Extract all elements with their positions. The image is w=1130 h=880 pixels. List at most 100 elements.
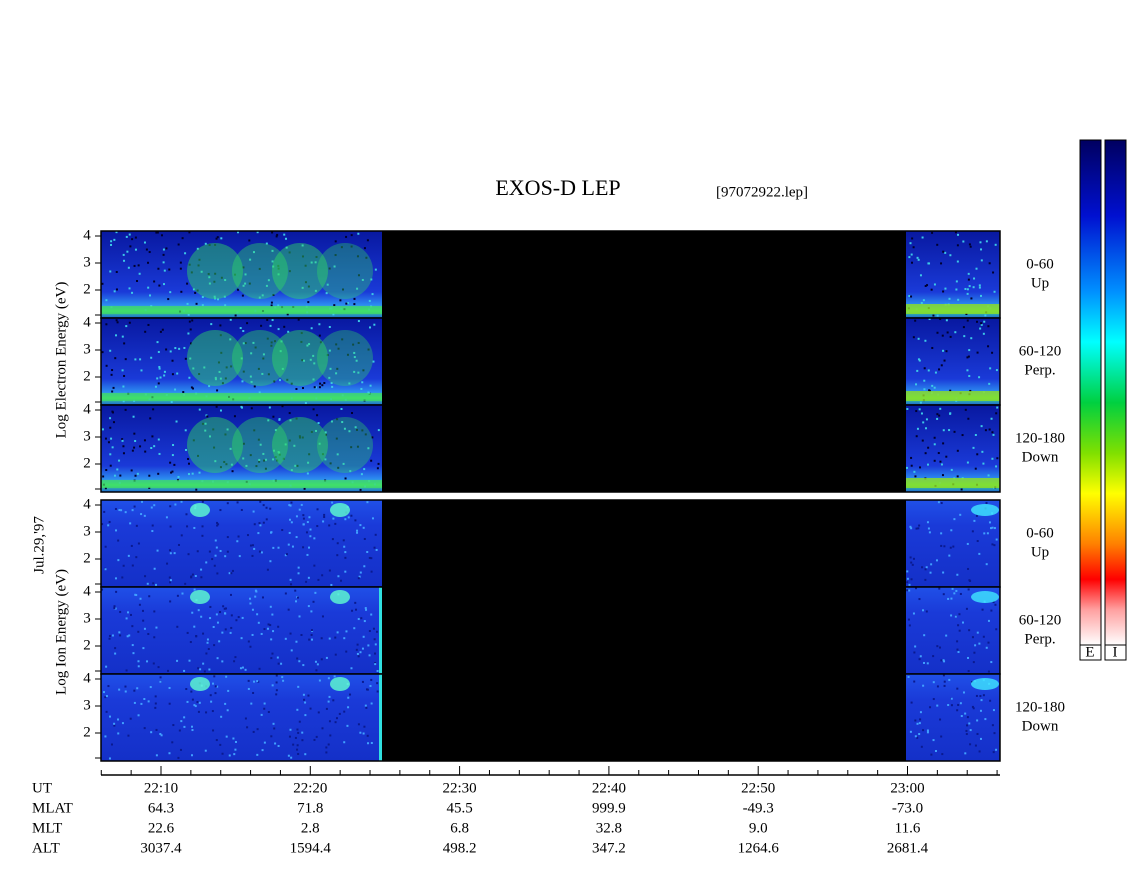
texture [113,290,116,293]
texture [330,583,333,586]
texture [110,743,113,746]
texture [142,619,145,622]
texture [272,546,275,549]
texture [301,359,304,362]
texture [277,267,280,270]
texture [210,323,213,326]
texture [183,669,186,672]
texture [370,278,373,281]
x-tick-label: 2681.4 [887,840,929,856]
texture [162,248,165,251]
texture [160,234,163,237]
texture [297,752,300,755]
texture [959,702,962,705]
texture [940,532,943,535]
texture [163,374,166,377]
x-tick-label: 1594.4 [290,840,332,856]
texture [908,295,911,298]
texture [248,239,251,242]
texture [328,695,331,698]
texture [298,660,301,663]
texture [964,752,967,755]
texture [200,615,203,618]
texture [288,531,291,534]
texture [178,729,181,732]
texture [137,630,140,633]
texture [373,546,376,549]
texture [128,287,131,290]
texture [908,589,911,592]
texture [148,474,151,477]
texture [959,513,962,516]
texture [187,462,190,465]
texture [183,725,186,728]
texture [108,715,111,718]
texture [968,243,971,246]
texture [153,610,156,613]
texture [135,524,138,527]
texture [153,445,156,448]
texture [939,318,942,321]
texture [364,704,367,707]
texture [917,527,920,530]
texture [920,745,923,748]
texture [277,662,280,665]
texture [197,667,200,670]
texture [246,726,249,729]
texture [205,652,208,655]
texture [152,662,155,665]
texture [131,238,134,241]
texture [345,650,348,653]
texture [226,536,229,539]
texture [141,609,144,612]
texture [985,240,988,243]
texture [161,328,164,331]
texture [157,472,160,475]
texture [186,302,189,305]
texture [930,563,933,566]
texture [249,258,252,261]
texture [919,655,922,658]
texture [228,754,231,757]
texture [151,435,154,438]
texture [267,419,270,422]
texture [328,349,331,352]
texture [340,246,343,249]
texture [174,388,177,391]
texture [253,429,256,432]
texture [169,291,172,294]
texture [962,621,965,624]
texture [327,743,330,746]
texture [992,751,995,754]
texture [181,237,184,240]
texture [928,531,931,534]
texture [229,318,232,321]
texture [143,439,146,442]
texture [249,645,252,648]
texture [201,304,204,307]
direction-label: Down [1022,449,1059,465]
texture [258,391,261,394]
texture [244,342,247,345]
texture [371,517,374,520]
texture [133,701,136,704]
texture [126,250,129,253]
texture [950,704,953,707]
texture [173,463,176,466]
texture [113,722,116,725]
texture [302,693,305,696]
texture [967,417,970,420]
texture [188,320,191,323]
texture [979,241,982,244]
texture [294,600,297,603]
texture [991,724,994,727]
y-tick-label: 3 [83,697,91,713]
texture [354,519,357,522]
texture [239,327,242,330]
texture [906,570,909,573]
texture [912,612,915,615]
texture [270,341,273,344]
texture [144,450,147,453]
texture [993,527,996,530]
texture [975,267,978,270]
